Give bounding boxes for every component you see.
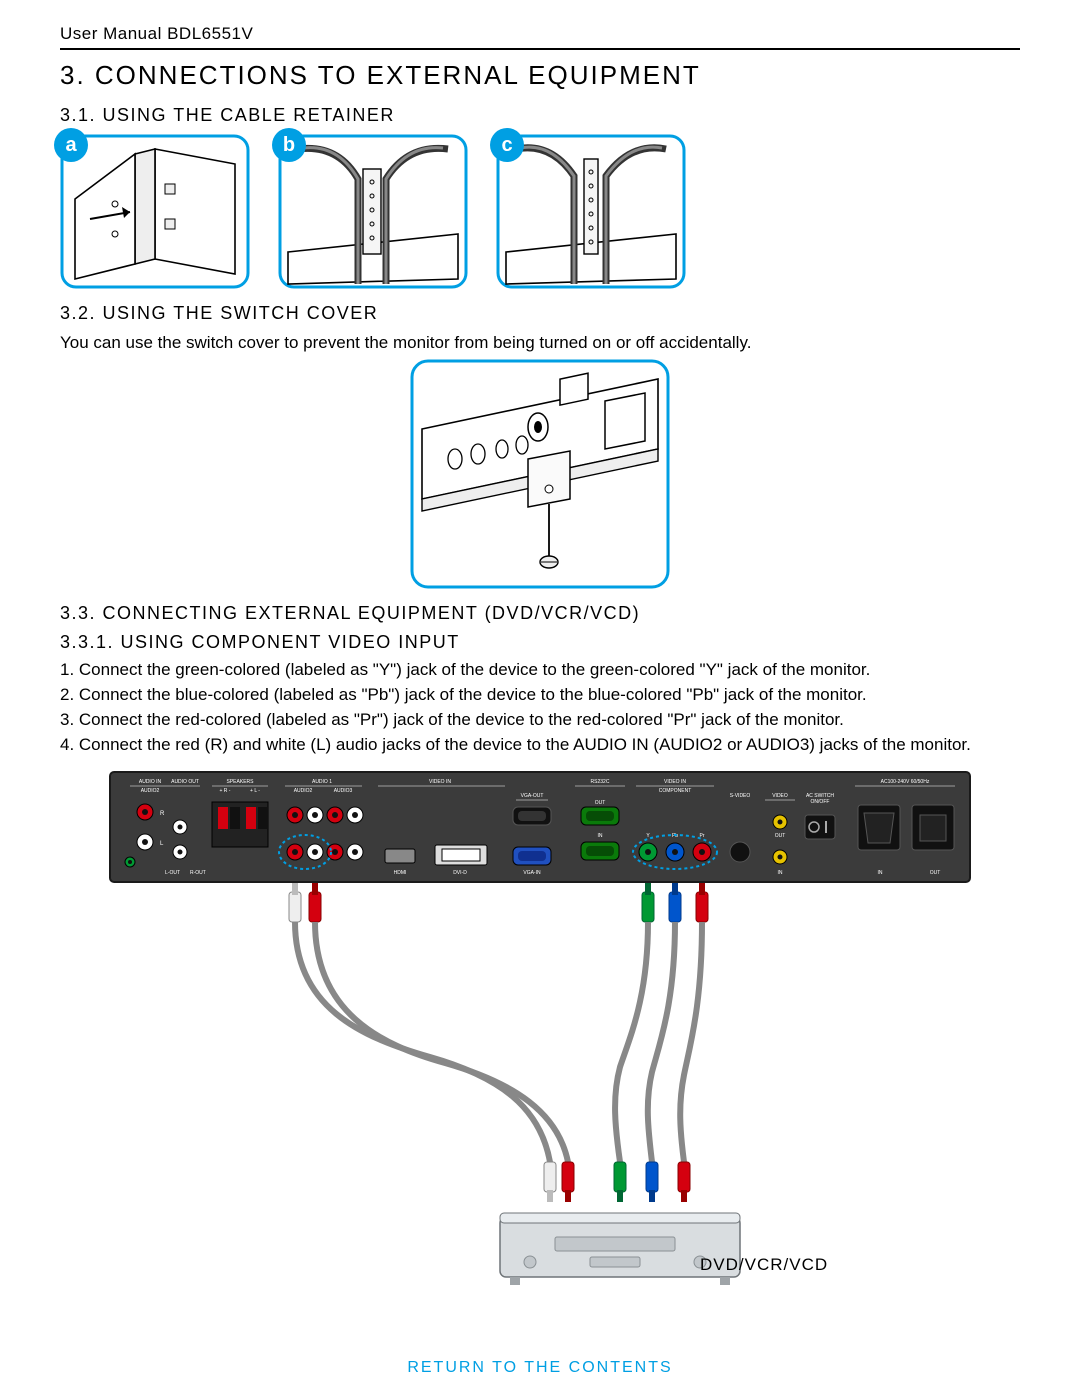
svg-text:L-OUT: L-OUT (165, 870, 180, 876)
doc-header: User Manual BDL6551V (60, 24, 1020, 50)
diagram-a-svg (60, 134, 250, 289)
return-to-contents-link[interactable]: RETURN TO THE CONTENTS (0, 1359, 1080, 1377)
section-3-1-title: 3.1. USING THE CABLE RETAINER (60, 105, 1020, 126)
diagram-a: a (60, 134, 250, 289)
svg-text:VIDEO: VIDEO (772, 793, 788, 799)
svg-text:IN: IN (778, 870, 783, 876)
svg-text:AUDIO2: AUDIO2 (294, 788, 313, 794)
svg-text:AUDIO IN: AUDIO IN (139, 779, 162, 785)
svg-text:AUDIO 1: AUDIO 1 (312, 779, 332, 785)
svg-text:IN: IN (598, 833, 603, 839)
svg-text:S-VIDEO: S-VIDEO (730, 793, 751, 799)
switch-cover-diagram (60, 359, 1020, 589)
svg-text:IN: IN (878, 870, 883, 876)
section-3-3-1-title: 3.3.1. USING COMPONENT VIDEO INPUT (60, 632, 1020, 653)
svg-text:AUDIO2: AUDIO2 (141, 788, 160, 794)
connector-panel-diagram: AUDIO IN AUDIO OUT AUDIO2 SPEAKERS + R -… (60, 767, 1020, 1307)
diagram-c-svg (496, 134, 686, 289)
badge-c: c (490, 128, 524, 162)
svg-text:R: R (160, 811, 165, 817)
svg-text:AUDIO OUT: AUDIO OUT (171, 779, 199, 785)
diagram-b-svg (278, 134, 468, 289)
svg-text:R-OUT: R-OUT (190, 870, 206, 876)
svg-text:+ R -: + R - (220, 788, 231, 794)
svg-text:VGA-IN: VGA-IN (523, 870, 541, 876)
badge-b: b (272, 128, 306, 162)
svg-text:SPEAKERS: SPEAKERS (227, 779, 255, 785)
cable-retainer-diagrams: a b (60, 134, 1020, 289)
badge-a: a (54, 128, 88, 162)
svg-text:OUT: OUT (595, 800, 606, 806)
step-1: 1. Connect the green-colored (labeled as… (60, 659, 1020, 682)
connection-steps: 1. Connect the green-colored (labeled as… (60, 659, 1020, 757)
section-3-2-title: 3.2. USING THE SWITCH COVER (60, 303, 1020, 324)
svg-text:DVI-D: DVI-D (453, 870, 467, 876)
svg-text:VIDEO IN: VIDEO IN (429, 779, 451, 785)
svg-text:COMPONENT: COMPONENT (659, 788, 692, 794)
svg-text:AC100-240V 60/50Hz: AC100-240V 60/50Hz (881, 779, 930, 785)
svg-text:VGA-OUT: VGA-OUT (521, 793, 544, 799)
svg-text:ON/OFF: ON/OFF (811, 799, 830, 805)
switch-cover-svg (410, 359, 670, 589)
svg-text:RS232C: RS232C (591, 779, 610, 785)
svg-text:OUT: OUT (775, 833, 786, 839)
svg-text:+ L -: + L - (250, 788, 260, 794)
section-3-2-body: You can use the switch cover to prevent … (60, 332, 1020, 355)
svg-text:VIDEO IN: VIDEO IN (664, 779, 686, 785)
step-3: 3. Connect the red-colored (labeled as "… (60, 709, 1020, 732)
diagram-b: b (278, 134, 468, 289)
step-4: 4. Connect the red (R) and white (L) aud… (60, 734, 1020, 757)
svg-text:OUT: OUT (930, 870, 941, 876)
page-title: 3. CONNECTIONS TO EXTERNAL EQUIPMENT (60, 60, 1020, 91)
diagram-c: c (496, 134, 686, 289)
dvd-label: DVD/VCR/VCD (700, 1255, 828, 1275)
svg-text:HDMI: HDMI (394, 870, 407, 876)
svg-text:AUDIO3: AUDIO3 (334, 788, 353, 794)
connector-panel-svg: AUDIO IN AUDIO OUT AUDIO2 SPEAKERS + R -… (100, 767, 980, 1307)
step-2: 2. Connect the blue-colored (labeled as … (60, 684, 1020, 707)
section-3-3-title: 3.3. CONNECTING EXTERNAL EQUIPMENT (DVD/… (60, 603, 1020, 624)
